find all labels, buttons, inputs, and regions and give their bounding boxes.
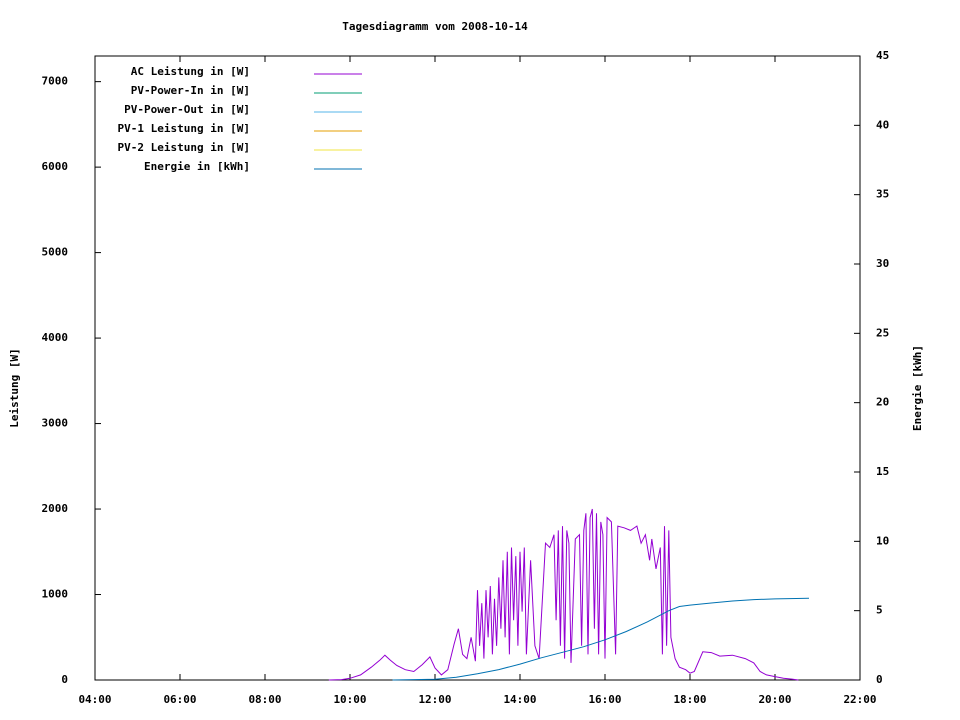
y2-tick-label: 30 bbox=[876, 257, 889, 270]
y2-tick-label: 25 bbox=[876, 326, 889, 339]
y-tick-label: 2000 bbox=[42, 502, 69, 515]
y2-tick-label: 35 bbox=[876, 188, 889, 201]
plot-frame bbox=[94, 55, 861, 681]
x-tick-label: 18:00 bbox=[673, 693, 706, 706]
y2-tick-label: 20 bbox=[876, 396, 889, 409]
legend-label: Energie in [kWh] bbox=[144, 160, 250, 173]
series-line bbox=[392, 597, 810, 681]
x-tick-label: 10:00 bbox=[333, 693, 366, 706]
y2-tick-label: 40 bbox=[876, 118, 889, 131]
legend-label: PV-2 Leistung in [W] bbox=[118, 141, 250, 154]
x-tick-label: 14:00 bbox=[503, 693, 536, 706]
y2-tick-label: 5 bbox=[876, 604, 883, 617]
y-tick-label: 5000 bbox=[42, 246, 69, 259]
legend-label: PV-1 Leistung in [W] bbox=[118, 122, 250, 135]
y2-tick-label: 0 bbox=[876, 673, 883, 686]
x-tick-label: 16:00 bbox=[588, 693, 621, 706]
y-tick-label: 7000 bbox=[42, 75, 69, 88]
series-line bbox=[328, 508, 799, 681]
x-tick-label: 12:00 bbox=[418, 693, 451, 706]
y-tick-label: 1000 bbox=[42, 588, 69, 601]
x-tick-label: 22:00 bbox=[843, 693, 876, 706]
y-tick-label: 6000 bbox=[42, 160, 69, 173]
y2-axis-label: Energie [kWh] bbox=[911, 345, 924, 431]
legend-label: AC Leistung in [W] bbox=[131, 65, 250, 78]
x-tick-label: 06:00 bbox=[163, 693, 196, 706]
y2-tick-label: 10 bbox=[876, 534, 889, 547]
x-tick-label: 04:00 bbox=[78, 693, 111, 706]
legend-label: PV-Power-In in [W] bbox=[131, 84, 250, 97]
y-tick-label: 4000 bbox=[42, 331, 69, 344]
y-tick-label: 0 bbox=[61, 673, 68, 686]
x-tick-label: 20:00 bbox=[758, 693, 791, 706]
x-tick-label: 08:00 bbox=[248, 693, 281, 706]
legend-label: PV-Power-Out in [W] bbox=[124, 103, 250, 116]
y-tick-label: 3000 bbox=[42, 417, 69, 430]
chart-title: Tagesdiagramm vom 2008-10-14 bbox=[342, 20, 528, 33]
y2-tick-label: 15 bbox=[876, 465, 889, 478]
y2-tick-label: 45 bbox=[876, 49, 889, 62]
y-axis-label: Leistung [W] bbox=[8, 348, 21, 427]
